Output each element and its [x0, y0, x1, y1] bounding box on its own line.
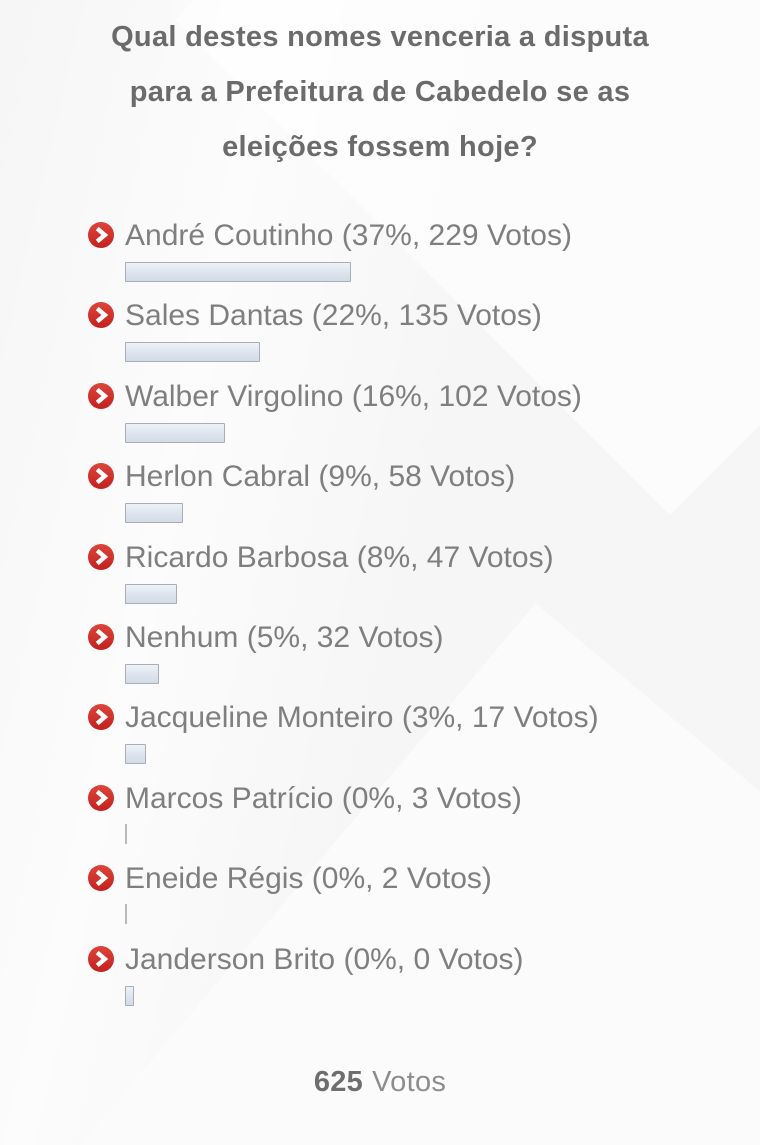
chevron-right-circle-icon	[88, 945, 114, 972]
poll-option-bar	[125, 422, 225, 443]
poll-question-line: eleições fossem hoje?	[222, 131, 538, 163]
chevron-right-circle-icon	[88, 784, 114, 811]
poll-question-line: Qual destes nomes venceria a disputa	[111, 21, 649, 53]
poll-question-line: para a Prefeitura de Cabedelo se as	[129, 76, 631, 108]
poll-option-label: Marcos Patrício (0%, 3 Votos)	[125, 781, 522, 815]
poll-option-bar	[125, 663, 159, 684]
poll-option-label: Jacqueline Monteiro (3%, 17 Votos)	[125, 701, 599, 735]
chevron-right-circle-icon	[88, 463, 114, 490]
poll-option-row: Eneide Régis (0%, 2 Votos)	[88, 861, 738, 941]
poll-option-row: Janderson Brito (0%, 0 Votos)	[88, 942, 738, 1022]
poll-option-bar	[125, 904, 127, 925]
poll-option-bar	[125, 503, 183, 524]
poll-option-label: Janderson Brito (0%, 0 Votos)	[125, 942, 524, 976]
poll-option-bar	[125, 744, 146, 765]
poll-option-label: Ricardo Barbosa (8%, 47 Votos)	[125, 540, 554, 574]
total-votes-label: Votos	[372, 1066, 447, 1098]
poll-option-row: André Coutinho (37%, 229 Votos)	[88, 218, 738, 298]
poll-option-label: André Coutinho (37%, 229 Votos)	[125, 219, 572, 252]
poll-option-row: Marcos Patrício (0%, 3 Votos)	[88, 781, 738, 861]
total-votes: 625 Votos	[0, 1066, 760, 1099]
chevron-right-circle-icon	[88, 222, 114, 248]
chevron-right-circle-icon	[88, 623, 114, 650]
poll-option-label: Sales Dantas (22%, 135 Votos)	[125, 299, 542, 333]
poll-option-bar	[125, 342, 260, 363]
poll-option-row: Sales Dantas (22%, 135 Votos)	[88, 298, 738, 378]
poll-option-bar	[125, 823, 127, 844]
chevron-right-circle-icon	[88, 865, 114, 892]
poll-option-row: Herlon Cabral (9%, 58 Votos)	[88, 459, 738, 539]
poll-option-bar	[125, 583, 177, 604]
poll-option-label: Eneide Régis (0%, 2 Votos)	[125, 862, 492, 896]
poll-options-list: André Coutinho (37%, 229 Votos) Sales Da…	[88, 218, 738, 1022]
chevron-right-circle-icon	[88, 543, 114, 570]
poll-option-row: Walber Virgolino (16%, 102 Votos)	[88, 379, 738, 459]
poll-option-label: Herlon Cabral (9%, 58 Votos)	[125, 460, 516, 494]
poll-option-label: Walber Virgolino (16%, 102 Votos)	[125, 379, 582, 413]
poll-question: Qual destes nomes venceria a disputa para…	[30, 10, 730, 175]
poll-option-row: Ricardo Barbosa (8%, 47 Votos)	[88, 540, 738, 620]
poll-option-row: Jacqueline Monteiro (3%, 17 Votos)	[88, 700, 738, 780]
chevron-right-circle-icon	[88, 302, 114, 329]
poll-option-row: Nenhum (5%, 32 Votos)	[88, 620, 738, 700]
chevron-right-circle-icon	[88, 704, 114, 731]
poll-option-bar	[125, 262, 351, 282]
chevron-right-circle-icon	[88, 382, 114, 409]
poll-option-bar	[125, 985, 134, 1006]
total-votes-count: 625	[313, 1066, 364, 1098]
poll-option-label: Nenhum (5%, 32 Votos)	[125, 620, 444, 654]
